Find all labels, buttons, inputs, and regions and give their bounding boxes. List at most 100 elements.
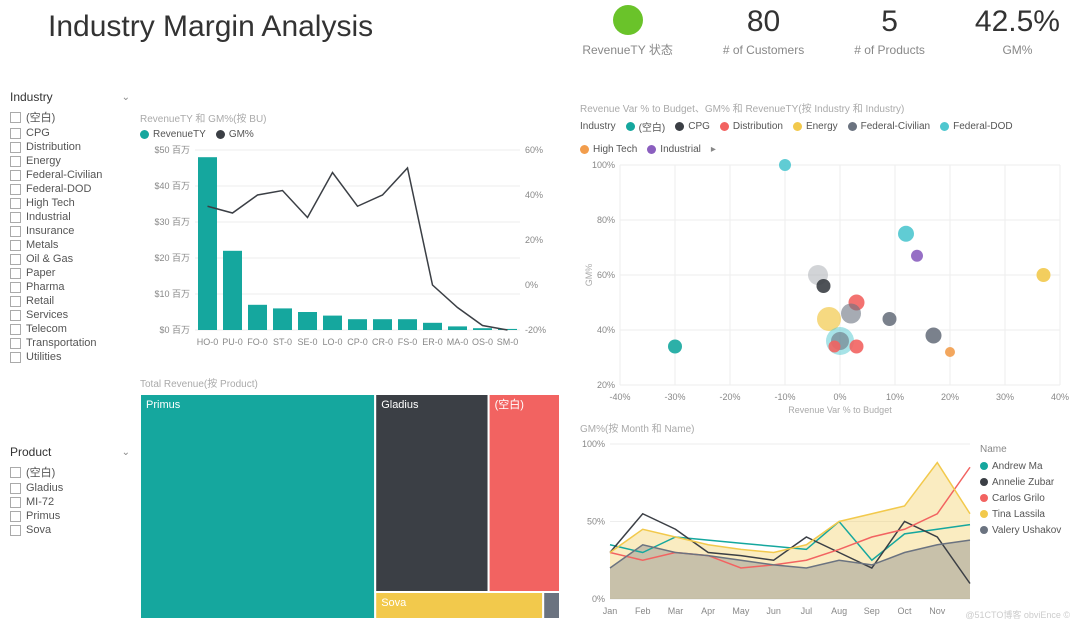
- slicer-industry-item[interactable]: Metals: [10, 238, 130, 252]
- checkbox-icon[interactable]: [10, 282, 21, 293]
- svg-text:20%: 20%: [597, 380, 615, 390]
- checkbox-icon[interactable]: [10, 324, 21, 335]
- svg-text:Mar: Mar: [668, 606, 684, 616]
- svg-text:HO-0: HO-0: [197, 337, 219, 347]
- checkbox-icon[interactable]: [10, 184, 21, 195]
- slicer-product[interactable]: Product ⌄ (空白)GladiusMI-72PrimusSova: [10, 445, 130, 537]
- svg-text:60%: 60%: [525, 145, 543, 155]
- treemap-chart[interactable]: Total Revenue(按 Product) PrimusGladius(空…: [140, 375, 560, 615]
- scatter-legend-item[interactable]: High Tech: [580, 144, 637, 155]
- slicer-industry-item[interactable]: Oil & Gas: [10, 252, 130, 266]
- checkbox-icon[interactable]: [10, 142, 21, 153]
- svg-text:Tina Lassila: Tina Lassila: [992, 509, 1045, 520]
- scatter-legend-item[interactable]: (空白): [626, 119, 666, 134]
- scatter-legend-item[interactable]: Energy: [793, 121, 838, 132]
- slicer-industry[interactable]: Industry ⌄ (空白)CPGDistributionEnergyFede…: [10, 90, 130, 364]
- checkbox-icon[interactable]: [10, 268, 21, 279]
- slicer-item-label: Metals: [26, 239, 58, 251]
- slicer-item-label: Distribution: [26, 141, 81, 153]
- scatter-chart-title: Revenue Var % to Budget、GM% 和 RevenueTY(…: [580, 100, 1070, 115]
- kpi-customers-label: # of Customers: [723, 43, 804, 57]
- slicer-industry-item[interactable]: Distribution: [10, 140, 130, 154]
- slicer-industry-item[interactable]: Retail: [10, 294, 130, 308]
- svg-text:40%: 40%: [597, 325, 615, 335]
- slicer-product-item[interactable]: Primus: [10, 509, 130, 523]
- page-title: Industry Margin Analysis: [48, 10, 373, 44]
- checkbox-icon[interactable]: [10, 170, 21, 181]
- slicer-industry-item[interactable]: Industrial: [10, 210, 130, 224]
- slicer-item-label: High Tech: [26, 197, 75, 209]
- checkbox-icon[interactable]: [10, 511, 21, 522]
- slicer-product-item[interactable]: Sova: [10, 523, 130, 537]
- slicer-item-label: Insurance: [26, 225, 74, 237]
- scatter-legend: Industry (空白)CPGDistributionEnergyFedera…: [580, 119, 1070, 155]
- checkbox-icon[interactable]: [10, 128, 21, 139]
- checkbox-icon[interactable]: [10, 296, 21, 307]
- checkbox-icon[interactable]: [10, 352, 21, 363]
- checkbox-icon[interactable]: [10, 156, 21, 167]
- slicer-item-label: Oil & Gas: [26, 253, 73, 265]
- scatter-legend-item[interactable]: Distribution: [720, 121, 783, 132]
- kpi-products: 5 # of Products: [854, 5, 925, 57]
- slicer-industry-item[interactable]: (空白): [10, 108, 130, 126]
- checkbox-icon[interactable]: [10, 254, 21, 265]
- chevron-right-icon[interactable]: ▸: [711, 144, 716, 155]
- slicer-item-label: MI-72: [26, 496, 54, 508]
- slicer-industry-item[interactable]: Insurance: [10, 224, 130, 238]
- svg-text:80%: 80%: [597, 215, 615, 225]
- svg-text:SM-0: SM-0: [497, 337, 519, 347]
- chevron-down-icon[interactable]: ⌄: [122, 92, 130, 103]
- checkbox-icon[interactable]: [10, 226, 21, 237]
- checkbox-icon[interactable]: [10, 198, 21, 209]
- legend-gm: GM%: [229, 129, 254, 140]
- slicer-industry-item[interactable]: Telecom: [10, 322, 130, 336]
- slicer-industry-item[interactable]: Services: [10, 308, 130, 322]
- checkbox-icon[interactable]: [10, 483, 21, 494]
- slicer-industry-header[interactable]: Industry ⌄: [10, 90, 130, 104]
- slicer-industry-item[interactable]: Federal-Civilian: [10, 168, 130, 182]
- slicer-industry-item[interactable]: Pharma: [10, 280, 130, 294]
- scatter-chart[interactable]: Revenue Var % to Budget、GM% 和 RevenueTY(…: [580, 100, 1070, 400]
- checkbox-icon[interactable]: [10, 338, 21, 349]
- checkbox-icon[interactable]: [10, 112, 21, 123]
- checkbox-icon[interactable]: [10, 467, 21, 478]
- slicer-item-label: Utilities: [26, 351, 61, 363]
- svg-text:Name: Name: [980, 444, 1007, 455]
- status-dot-icon: [613, 5, 643, 35]
- checkbox-icon[interactable]: [10, 310, 21, 321]
- slicer-industry-item[interactable]: Federal-DOD: [10, 182, 130, 196]
- svg-text:-10%: -10%: [774, 392, 795, 402]
- svg-text:Jul: Jul: [801, 606, 813, 616]
- scatter-legend-item[interactable]: CPG: [675, 121, 710, 132]
- slicer-industry-item[interactable]: CPG: [10, 126, 130, 140]
- svg-text:-40%: -40%: [609, 392, 630, 402]
- chevron-down-icon[interactable]: ⌄: [122, 447, 130, 458]
- svg-text:Aug: Aug: [831, 606, 847, 616]
- checkbox-icon[interactable]: [10, 240, 21, 251]
- slicer-product-item[interactable]: Gladius: [10, 481, 130, 495]
- scatter-legend-item[interactable]: Federal-DOD: [940, 121, 1012, 132]
- slicer-industry-item[interactable]: Paper: [10, 266, 130, 280]
- svg-text:10%: 10%: [886, 392, 904, 402]
- svg-text:Gladius: Gladius: [381, 399, 419, 411]
- checkbox-icon[interactable]: [10, 497, 21, 508]
- slicer-industry-item[interactable]: Transportation: [10, 336, 130, 350]
- slicer-item-label: Energy: [26, 155, 61, 167]
- line-chart[interactable]: GM%(按 Month 和 Name) 0%50%100%JanFebMarAp…: [580, 420, 1070, 620]
- slicer-product-header[interactable]: Product ⌄: [10, 445, 130, 459]
- slicer-item-label: Federal-DOD: [26, 183, 91, 195]
- svg-text:40%: 40%: [1051, 392, 1069, 402]
- slicer-industry-item[interactable]: Utilities: [10, 350, 130, 364]
- scatter-legend-item[interactable]: Federal-Civilian: [848, 121, 930, 132]
- slicer-industry-item[interactable]: Energy: [10, 154, 130, 168]
- svg-text:ER-0: ER-0: [422, 337, 443, 347]
- slicer-product-item[interactable]: (空白): [10, 463, 130, 481]
- scatter-legend-item[interactable]: Industrial: [647, 144, 701, 155]
- slicer-industry-item[interactable]: High Tech: [10, 196, 130, 210]
- checkbox-icon[interactable]: [10, 525, 21, 536]
- svg-text:Apr: Apr: [701, 606, 715, 616]
- slicer-product-item[interactable]: MI-72: [10, 495, 130, 509]
- svg-text:FO-0: FO-0: [247, 337, 268, 347]
- checkbox-icon[interactable]: [10, 212, 21, 223]
- bar-line-chart[interactable]: RevenueTY 和 GM%(按 BU) RevenueTY GM% $0 百…: [140, 110, 560, 360]
